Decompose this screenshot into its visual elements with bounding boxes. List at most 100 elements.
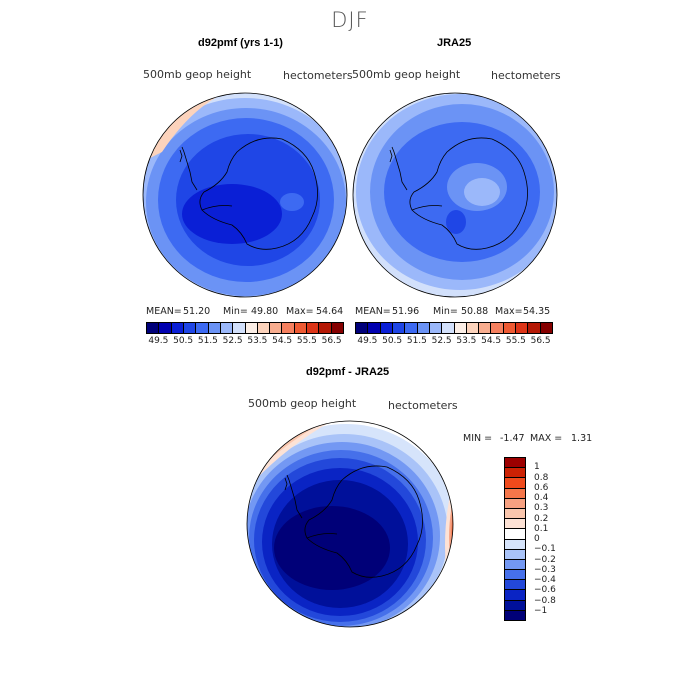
obs-max-label: Max= — [495, 306, 523, 317]
model-colorbar-tick-label: 53.5 — [247, 336, 268, 346]
obs-colorbar-swatch — [368, 323, 381, 333]
diff-colorbar-tick-label: −0.2 — [534, 554, 556, 565]
obs-colorbar-swatch — [417, 323, 430, 333]
model-colorbar-swatch — [307, 323, 320, 333]
diff-colorbar-tick-label: −0.3 — [534, 564, 556, 575]
obs-polar-map — [352, 92, 558, 298]
obs-colorbar-swatch — [442, 323, 455, 333]
model-colorbar-swatch — [233, 323, 246, 333]
model-colorbar-swatch — [147, 323, 160, 333]
obs-colorbar-tick-label: 49.5 — [357, 336, 378, 346]
diff-colorbar-tick-label: −0.6 — [534, 585, 556, 596]
diff-colorbar-tick-label: −0.1 — [534, 544, 556, 555]
obs-mean-label: MEAN= — [355, 306, 391, 317]
model-colorbar-swatch — [257, 323, 271, 333]
diff-colorbar-tick-label: 0.6 — [534, 482, 549, 493]
diff-colorbar-swatch — [505, 468, 525, 479]
diff-max-value: 1.31 — [571, 433, 593, 444]
model-colorbar-swatch — [245, 323, 258, 333]
model-min-label: Min= — [223, 306, 248, 317]
obs-panel-title: JRA25 — [437, 37, 472, 49]
model-colorbar-tick-label: 52.5 — [222, 336, 243, 346]
obs-colorbar-tick-label: 55.5 — [505, 336, 526, 346]
model-colorbar-swatch — [319, 323, 332, 333]
model-colorbar-swatch — [208, 323, 221, 333]
diff-colorbar-tick-label: −0.8 — [534, 595, 556, 606]
diff-colorbar-swatch — [505, 549, 525, 560]
obs-min-value: 50.88 — [461, 306, 489, 317]
model-max-label: Max= — [286, 306, 314, 317]
diff-min-label: MIN = — [463, 433, 493, 444]
diff-colorbar-swatch — [505, 590, 525, 601]
model-antarctica-outline — [179, 137, 318, 250]
obs-antarctica-outline — [389, 137, 528, 250]
diff-colorbar-swatch — [505, 539, 525, 550]
diff-colorbar-swatch — [505, 570, 525, 581]
model-max-value: 54.64 — [316, 306, 344, 317]
diff-units-label: hectometers — [388, 399, 458, 412]
model-mean-value: 51.20 — [183, 306, 211, 317]
diff-colorbar-swatch — [505, 580, 525, 591]
obs-max-value: 54.35 — [523, 306, 551, 317]
model-colorbar-swatch — [331, 323, 343, 333]
diff-colorbar-swatch — [505, 478, 525, 489]
diff-colorbar-tick-label: −0.4 — [534, 575, 556, 585]
obs-colorbar-swatch — [516, 323, 529, 333]
model-colorbar-tick-label: 50.5 — [173, 336, 194, 346]
diff-colorbar-tick-label: 1 — [534, 462, 540, 473]
diff-antarctica-outline — [284, 465, 423, 578]
obs-colorbar-swatch — [356, 323, 369, 333]
model-colorbar-swatch — [270, 323, 283, 333]
model-panel-title: d92pmf (yrs 1-1) — [198, 37, 283, 49]
diff-max-label: MAX = — [530, 433, 563, 444]
model-colorbar-tick-label: 55.5 — [296, 336, 317, 346]
obs-colorbar-swatch — [491, 323, 504, 333]
model-colorbar-swatch — [171, 323, 184, 333]
obs-units-label: hectometers — [491, 69, 561, 82]
obs-colorbar-tick-label: 51.5 — [406, 336, 427, 346]
obs-colorbar-tick-label: 56.5 — [530, 336, 551, 346]
season-title: DJF — [331, 8, 369, 32]
model-colorbar-tick-label: 51.5 — [197, 336, 218, 346]
model-units-label: hectometers — [283, 69, 353, 82]
obs-colorbar-swatch — [392, 323, 406, 333]
diff-colorbar-ticks: 1 0.8 0.6 0.4 0.3 0.2 0.1 0 −0.1 −0.2 −0.3 −0.4 −0.6… — [532, 457, 592, 621]
model-colorbar-tick-label: 49.5 — [148, 336, 169, 346]
obs-colorbar-swatch — [479, 323, 492, 333]
diff-min-value: -1.47 — [500, 433, 525, 444]
diff-colorbar-swatch — [505, 600, 525, 611]
diff-colorbar-tick-label: 0.4 — [534, 493, 549, 503]
diff-colorbar-swatch — [505, 458, 525, 469]
diff-colorbar-tick-label: −1 — [534, 605, 548, 616]
model-colorbar-swatch — [183, 323, 197, 333]
diff-colorbar-swatch — [505, 529, 525, 540]
model-min-value: 49.80 — [251, 306, 279, 317]
model-mean-label: MEAN= — [146, 306, 182, 317]
diff-colorbar-tick-label: 0.1 — [534, 523, 549, 534]
obs-mean-value: 51.96 — [392, 306, 420, 317]
diff-colorbar-swatch — [505, 610, 525, 620]
obs-colorbar-tick-label: 50.5 — [382, 336, 403, 346]
obs-colorbar: 49.5 50.5 51.5 52.5 53.5 54.5 55.5 56.5 — [355, 322, 553, 346]
diff-colorbar-swatch — [505, 508, 525, 520]
obs-colorbar-swatch — [540, 323, 552, 333]
diff-colorbar-swatch — [505, 519, 525, 530]
obs-colorbar-swatch — [503, 323, 517, 333]
obs-min-label: Min= — [433, 306, 458, 317]
model-polar-map — [142, 92, 348, 298]
diff-colorbar-tick-label: 0 — [534, 534, 540, 544]
model-colorbar-tick-label: 54.5 — [272, 336, 293, 346]
diff-polar-map — [246, 420, 454, 628]
diff-colorbar-tick-label: 0.2 — [534, 513, 549, 524]
diff-colorbar — [504, 457, 526, 621]
diff-colorbar-swatch — [505, 488, 525, 499]
model-colorbar-tick-label: 56.5 — [321, 336, 342, 346]
model-colorbar-swatch — [282, 323, 295, 333]
diff-panel-title: d92pmf - JRA25 — [306, 366, 390, 378]
diff-colorbar-swatch — [505, 559, 525, 571]
diff-colorbar-tick-label: 0.3 — [534, 503, 549, 514]
diff-colorbar-swatch — [505, 498, 525, 509]
model-colorbar-swatch — [196, 323, 209, 333]
diff-colorbar-tick-label: 0.8 — [534, 472, 549, 483]
model-field-label: 500mb geop height — [143, 68, 252, 81]
